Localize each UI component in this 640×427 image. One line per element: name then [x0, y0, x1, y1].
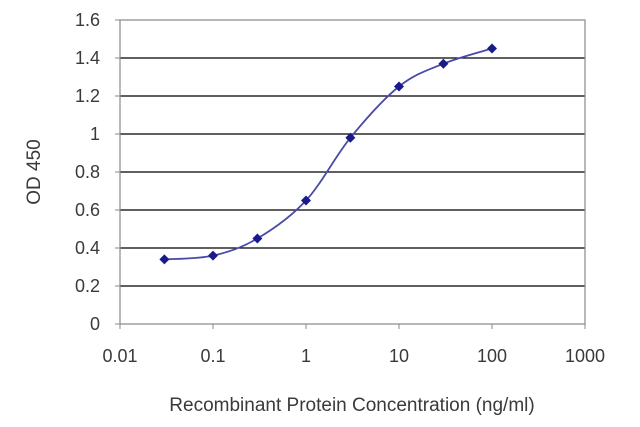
- data-point: [301, 195, 311, 206]
- x-axis-label: Recombinant Protein Concentration (ng/ml…: [169, 395, 534, 416]
- y-tick-label: 0: [90, 314, 100, 334]
- y-axis-ticks: 0 0.2 0.4 0.6 0.8 1 1.2 1.4 1.6: [75, 10, 120, 334]
- x-axis-ticks: 0.01 0.1 1 10 100 1000: [102, 324, 605, 366]
- data-point: [252, 233, 263, 244]
- y-tick-label: 1.6: [75, 10, 100, 30]
- x-tick-label: 0.01: [102, 346, 137, 366]
- y-tick-label: 0.2: [75, 276, 100, 296]
- data-point: [438, 58, 449, 69]
- grid: [120, 57, 585, 287]
- y-tick-label: 0.6: [75, 200, 100, 220]
- data-point: [159, 254, 170, 265]
- y-tick-label: 0.8: [75, 162, 100, 182]
- x-tick-label: 10: [389, 346, 409, 366]
- y-tick-label: 0.4: [75, 238, 100, 258]
- x-tick-label: 100: [477, 346, 507, 366]
- y-tick-label: 1.2: [75, 86, 100, 106]
- y-tick-label: 1.4: [75, 48, 100, 68]
- x-tick-label: 0.1: [200, 346, 225, 366]
- series: [159, 43, 497, 265]
- data-point: [208, 250, 218, 261]
- x-tick-label: 1: [301, 346, 311, 366]
- series-line: [164, 47, 493, 261]
- data-point: [394, 81, 404, 92]
- data-point: [345, 132, 356, 143]
- y-tick-label: 1: [90, 124, 100, 144]
- y-axis-label: OD 450: [24, 139, 45, 204]
- x-tick-label: 1000: [565, 346, 605, 366]
- data-point: [487, 43, 497, 54]
